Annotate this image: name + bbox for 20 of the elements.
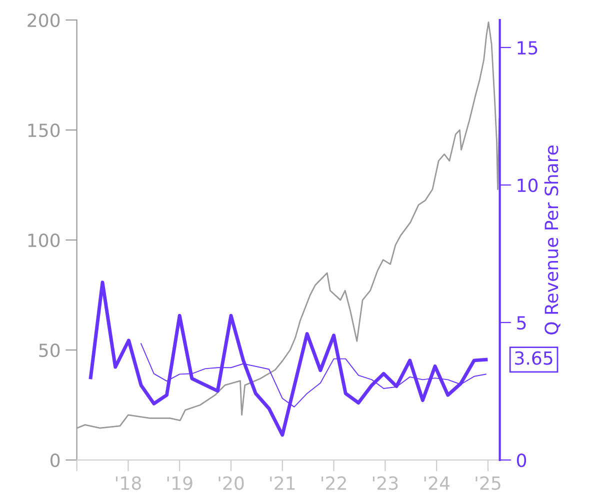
y2-tick-label: 15 xyxy=(518,41,538,55)
x-tick-label: '19 xyxy=(167,476,192,490)
x-tick-label: '24 xyxy=(424,476,450,490)
y-tick-label: 50 xyxy=(39,343,60,358)
text: 3.65 xyxy=(515,351,552,365)
y-tick-label: 200 xyxy=(28,13,60,28)
y2-tick-label: 5 xyxy=(517,316,526,330)
x-tick-label: '23 xyxy=(372,476,398,490)
y-tick-label: 0 xyxy=(50,453,60,468)
x-tick-label: '18 xyxy=(116,476,141,490)
y2-tick-label: 10 xyxy=(518,178,538,192)
x-tick-label: '22 xyxy=(322,476,346,490)
line-series xyxy=(88,280,488,437)
y-tick-label: 100 xyxy=(28,233,60,248)
x-tick-label: '20 xyxy=(218,476,244,490)
y2-axis-title: Q Revenue Per Share xyxy=(544,146,560,334)
y2-tick-label: 0 xyxy=(516,453,526,468)
x-tick-label: '21 xyxy=(270,476,295,490)
y-tick-label: 150 xyxy=(28,123,60,138)
x-tick-label: '25 xyxy=(476,476,500,490)
